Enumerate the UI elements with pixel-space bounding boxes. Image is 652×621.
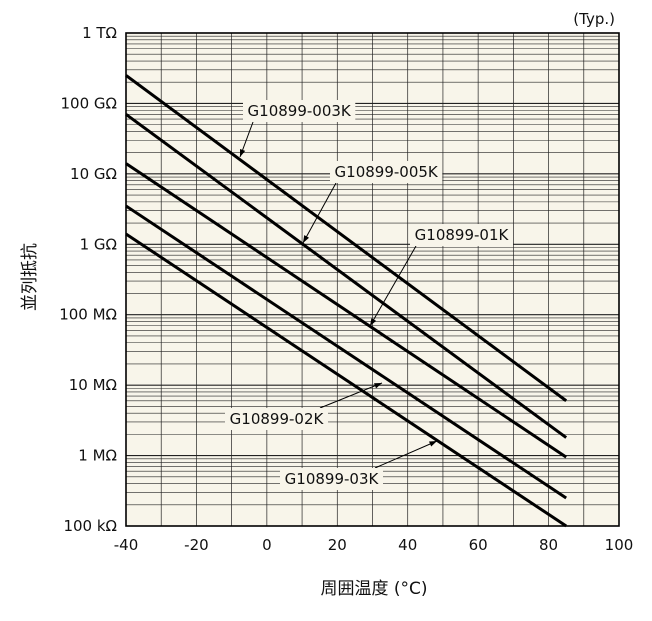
- series-labels: G10899-003K G10899-005K G10899-01K G10899-0…: [225, 100, 513, 490]
- leader-line: [319, 382, 383, 409]
- y-tick-label: 100 MΩ: [59, 306, 117, 324]
- series-line-g10899-03k: [125, 232, 568, 528]
- series-label-g10899-005k: G10899-005K: [302, 161, 443, 244]
- series-label-g10899-02k: G10899-02K: [225, 382, 383, 430]
- x-axis-title: 周囲温度 (°C): [320, 579, 427, 599]
- series-line-g10899-02k: [125, 204, 568, 500]
- y-axis-title: 並列抵抗: [20, 243, 40, 311]
- label-background: [243, 100, 356, 122]
- label-background: [280, 468, 383, 490]
- x-tick-label: 40: [398, 536, 417, 554]
- leader-arrow: [303, 235, 310, 243]
- y-tick-label: 10 MΩ: [69, 376, 117, 394]
- series-lines: [125, 74, 568, 528]
- series-line-g10899-01k: [125, 162, 568, 459]
- y-tick-label: 100 kΩ: [63, 517, 117, 535]
- label-background: [410, 224, 513, 246]
- y-tick-label: 100 GΩ: [61, 94, 117, 112]
- x-tick-label: 0: [262, 536, 272, 554]
- y-tick-label: 1 GΩ: [80, 235, 117, 253]
- series-label-g10899-003k: G10899-003K: [239, 100, 356, 158]
- series-label-g10899-01k: G10899-01K: [369, 224, 513, 327]
- series-label-text: G10899-03K: [285, 470, 380, 488]
- x-tick-label: -40: [114, 536, 139, 554]
- x-tick-label: 100: [605, 536, 634, 554]
- x-tick-label: 20: [328, 536, 347, 554]
- typ-note: (Typ.): [573, 10, 615, 28]
- series-label-text: G10899-02K: [230, 410, 325, 428]
- x-tick-label: 80: [539, 536, 558, 554]
- leader-arrow: [370, 318, 377, 326]
- y-tick-label: 1 MΩ: [78, 447, 117, 465]
- leader-line: [374, 440, 438, 469]
- x-tick-label: 60: [469, 536, 488, 554]
- leader-arrow: [429, 441, 437, 447]
- series-line-g10899-005k: [125, 113, 568, 439]
- leader-arrow: [374, 383, 382, 389]
- y-tick-label: 10 GΩ: [70, 165, 117, 183]
- leader-arrow: [240, 149, 246, 157]
- label-background: [330, 161, 443, 183]
- series-label-text: G10899-01K: [415, 226, 510, 244]
- series-label-g10899-03k: G10899-03K: [280, 440, 438, 490]
- leader-line: [369, 245, 417, 327]
- label-background: [225, 408, 328, 430]
- series-label-text: G10899-005K: [335, 163, 439, 181]
- leader-line: [302, 182, 337, 244]
- plot-frame: [125, 32, 620, 527]
- series-line-g10899-003k: [125, 74, 568, 402]
- tick-labels: -40 -20 0 20 40 60 80 100 100 kΩ 1 MΩ 10 MΩ 100 MΩ 1…: [59, 24, 633, 554]
- x-tick-label: -20: [184, 536, 209, 554]
- series-label-text: G10899-003K: [248, 102, 352, 120]
- y-tick-label: 1 TΩ: [82, 24, 117, 42]
